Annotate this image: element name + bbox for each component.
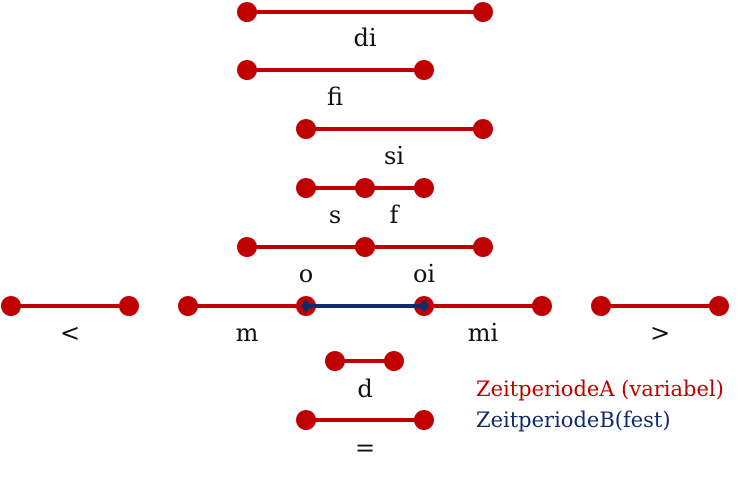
interval-f-start-dot xyxy=(237,237,257,257)
interval-s-end-dot xyxy=(414,178,434,198)
interval-segments xyxy=(1,2,729,430)
label-d: d xyxy=(357,375,372,403)
legend-fixed-label: ZeitperiodeB(fest) xyxy=(476,408,671,432)
interval-fixed-end-marker xyxy=(419,299,429,313)
interval-after-end-dot xyxy=(709,296,729,316)
interval-before-end-dot xyxy=(119,296,139,316)
label-after: > xyxy=(650,319,670,347)
interval-s-mid-dot xyxy=(355,178,375,198)
label-s: s xyxy=(329,201,341,229)
label-si: si xyxy=(384,142,404,170)
interval-di-start-dot xyxy=(237,2,257,22)
legend: ZeitperiodeA (variabel) ZeitperiodeB(fes… xyxy=(476,377,724,432)
interval-m-start-dot xyxy=(178,296,198,316)
interval-si-start-dot xyxy=(296,119,316,139)
interval-s-start-dot xyxy=(296,178,316,198)
interval-after-start-dot xyxy=(591,296,611,316)
interval-mi-end-dot xyxy=(532,296,552,316)
interval-d-start-dot xyxy=(325,351,345,371)
interval-fi-end-dot xyxy=(414,60,434,80)
label-equals: = xyxy=(355,434,375,462)
label-o: o xyxy=(299,260,313,288)
interval-equals-start-dot xyxy=(296,410,316,430)
interval-equals-end-dot xyxy=(414,410,434,430)
interval-f-end-dot xyxy=(473,237,493,257)
label-di: di xyxy=(353,24,376,52)
interval-si-end-dot xyxy=(473,119,493,139)
interval-fi-start-dot xyxy=(237,60,257,80)
interval-f-mid-dot xyxy=(355,237,375,257)
interval-fixed-start-marker xyxy=(301,299,311,313)
label-fi: fi xyxy=(327,83,343,111)
relation-labels: di fi si s f o oi < m mi > d = xyxy=(60,24,670,462)
interval-di-end-dot xyxy=(473,2,493,22)
label-m: m xyxy=(236,319,259,347)
label-before: < xyxy=(60,319,80,347)
interval-d-end-dot xyxy=(384,351,404,371)
label-mi: mi xyxy=(468,319,499,347)
label-f: f xyxy=(390,201,401,229)
interval-before-start-dot xyxy=(1,296,21,316)
legend-variable-label: ZeitperiodeA (variabel) xyxy=(476,377,724,401)
label-oi: oi xyxy=(413,260,435,288)
